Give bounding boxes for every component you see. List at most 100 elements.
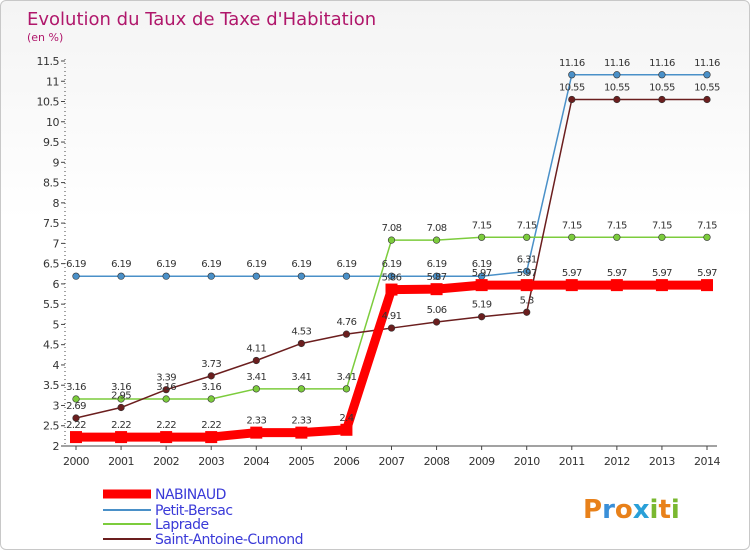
x-tick-label: 2004 <box>243 455 269 468</box>
data-point <box>70 431 82 444</box>
data-point <box>297 272 305 280</box>
data-point <box>658 71 666 79</box>
data-point <box>160 431 173 444</box>
data-label: 5.97 <box>652 268 672 279</box>
legend-label: NABINAUD <box>155 487 226 503</box>
data-point <box>523 308 531 316</box>
data-label: 7.15 <box>697 220 717 231</box>
y-tick-label: 4.5 <box>43 339 59 352</box>
legend-item: Petit-Bersac <box>103 503 233 519</box>
data-point <box>207 395 215 403</box>
data-label: 6.19 <box>382 259 402 270</box>
data-label: 7.15 <box>652 220 672 231</box>
data-point <box>475 279 488 292</box>
y-tick-label: 11 <box>46 75 59 88</box>
data-point <box>520 279 533 292</box>
data-label: 6.19 <box>246 259 266 270</box>
series-layer <box>70 71 713 444</box>
x-tick-label: 2001 <box>108 455 134 468</box>
y-tick-label: 7.5 <box>43 217 59 230</box>
data-point <box>568 71 576 79</box>
series-petit-bersac <box>72 71 711 280</box>
y-tick-label: 9.5 <box>43 136 59 149</box>
data-label: 2.22 <box>66 420 86 431</box>
data-point <box>613 71 621 79</box>
proxiti-logo: Proxiti <box>583 495 680 525</box>
data-label: 4.53 <box>291 326 311 337</box>
data-label: 3.41 <box>291 372 311 383</box>
data-label: 3.16 <box>201 382 221 393</box>
series-line <box>71 280 712 442</box>
data-label: 5.97 <box>472 268 492 279</box>
data-label: 6.19 <box>291 259 311 270</box>
x-tick-label: 2007 <box>379 455 405 468</box>
x-tick-label: 2000 <box>63 455 89 468</box>
y-tick-label: 5.5 <box>43 298 59 311</box>
data-point <box>295 426 308 439</box>
y-tick-label: 11.5 <box>37 55 60 68</box>
y-tick-label: 4 <box>53 359 60 372</box>
data-point <box>432 318 441 326</box>
data-label: 3.41 <box>246 372 266 383</box>
data-label: 4.76 <box>336 317 356 328</box>
legend: NABINAUDPetit-BersacLapradeSaint-Antoine… <box>103 487 304 548</box>
x-tick-label: 2010 <box>514 455 540 468</box>
y-tick-label: 9 <box>53 156 60 169</box>
x-tick-label: 2012 <box>604 455 630 468</box>
data-label: 5.3 <box>520 295 534 306</box>
series-nabinaud <box>70 279 713 444</box>
data-label: 11.16 <box>604 58 630 69</box>
data-label: 5.86 <box>382 273 402 284</box>
data-label: 2.33 <box>291 416 311 427</box>
y-tick-label: 3 <box>53 399 60 412</box>
data-label: 7.15 <box>517 220 537 231</box>
data-point <box>342 272 351 280</box>
data-label: 7.08 <box>382 223 402 234</box>
y-tick-label: 10.5 <box>37 96 60 109</box>
data-label: 2.95 <box>111 391 131 402</box>
legend-item: Saint-Antoine-Cumond <box>103 532 304 548</box>
data-label: 7.15 <box>607 220 627 231</box>
legend-label: Petit-Bersac <box>155 503 233 519</box>
x-tick-label: 2009 <box>469 455 495 468</box>
data-label: 4.91 <box>382 311 402 322</box>
chart-title: Evolution du Taux de Taxe d'Habitation <box>27 9 376 30</box>
data-point <box>72 395 80 403</box>
data-label: 2.33 <box>246 416 266 427</box>
data-point <box>610 279 623 292</box>
data-point <box>613 233 621 241</box>
data-point <box>297 385 305 393</box>
data-label: 11.16 <box>649 58 675 69</box>
data-label: 5.97 <box>607 268 627 279</box>
y-tick-label: 2 <box>53 440 60 453</box>
data-point <box>658 95 666 104</box>
data-point <box>162 395 170 403</box>
data-point <box>432 236 441 244</box>
data-point <box>568 233 576 241</box>
data-point <box>478 233 486 241</box>
data-label: 5.06 <box>427 305 447 316</box>
data-point <box>162 386 170 394</box>
data-label: 6.31 <box>517 254 537 265</box>
logo-letter: o <box>615 495 633 525</box>
data-point <box>387 324 396 332</box>
logo-letter: P <box>583 495 602 525</box>
data-point <box>207 372 215 380</box>
x-tick-label: 2008 <box>424 455 450 468</box>
data-label: 5.97 <box>517 268 537 279</box>
data-point <box>342 330 351 338</box>
y-tick-label: 6 <box>53 278 60 291</box>
data-label: 3.16 <box>111 382 131 393</box>
data-label: 5.97 <box>562 268 582 279</box>
x-tick-label: 2011 <box>559 455 585 468</box>
data-point <box>117 403 125 412</box>
data-point <box>207 272 215 280</box>
data-point <box>703 95 711 104</box>
data-label: 10.55 <box>649 83 675 94</box>
data-label: 2.22 <box>201 420 221 431</box>
data-label: 2.22 <box>111 420 131 431</box>
data-point <box>565 279 578 292</box>
data-point <box>387 272 396 280</box>
data-point <box>432 272 441 280</box>
data-label: 6.19 <box>111 259 131 270</box>
